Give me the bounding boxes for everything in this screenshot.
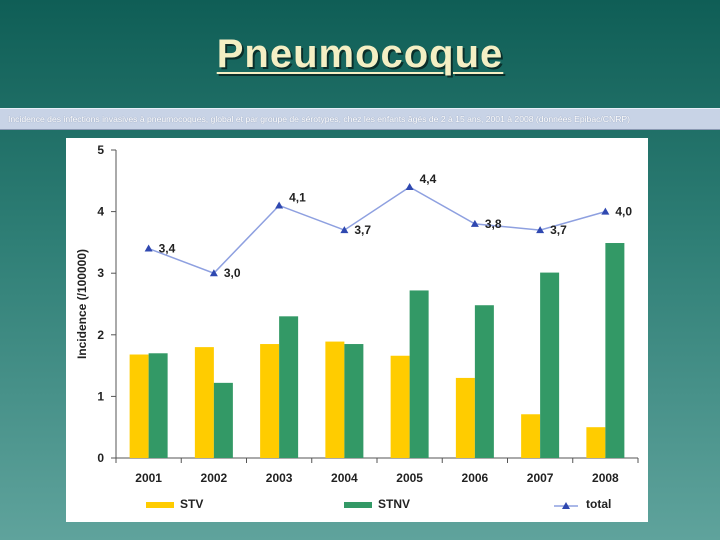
total-point-label: 3,7 xyxy=(550,223,567,237)
x-tick-label: 2008 xyxy=(592,471,619,485)
legend-label-stnv: STNV xyxy=(378,497,410,511)
total-series-line xyxy=(148,186,606,275)
incidence-chart: 0 1 2 3 4 5 2001 2002 2003 2004 2005 2006 2007 2008 In… xyxy=(75,143,639,511)
x-tick-label: 2002 xyxy=(201,471,228,485)
bar-stv xyxy=(325,341,345,458)
total-point-label: 3,7 xyxy=(354,223,371,237)
y-tick-label: 1 xyxy=(97,389,104,403)
bar-stnv xyxy=(474,305,494,458)
total-point-marker xyxy=(144,244,153,252)
chart-bars xyxy=(129,243,625,458)
legend-marker-total xyxy=(562,502,570,509)
bar-stv xyxy=(260,344,280,458)
total-point-marker xyxy=(209,269,218,277)
x-tick-label: 2003 xyxy=(266,471,293,485)
legend-swatch-stnv xyxy=(344,502,372,508)
chart-legend: STV STNV total xyxy=(146,497,611,511)
total-point-marker xyxy=(405,182,414,190)
total-point-marker xyxy=(470,219,479,227)
y-tick-label: 5 xyxy=(97,143,104,157)
y-tick-label: 2 xyxy=(97,328,104,342)
bar-stnv xyxy=(540,272,560,458)
bar-stv xyxy=(129,354,149,458)
y-axis-label: Incidence (/100000) xyxy=(75,249,89,359)
legend-label-stv: STV xyxy=(180,497,203,511)
bar-stnv xyxy=(344,344,364,458)
total-point-label: 3,4 xyxy=(159,242,176,256)
chart-subtitle: Incidence des infections invasives à pne… xyxy=(0,108,720,130)
x-tick-label: 2006 xyxy=(462,471,489,485)
bar-stv xyxy=(390,355,410,458)
x-tick-label: 2004 xyxy=(331,471,358,485)
total-point-label: 4,0 xyxy=(615,205,632,219)
total-point-label: 3,0 xyxy=(224,266,241,280)
total-point-marker xyxy=(340,226,349,234)
bar-stnv xyxy=(213,382,233,458)
bar-stnv xyxy=(148,353,168,458)
y-tick-label: 0 xyxy=(97,451,104,465)
chart-total-line: 3,4 3,0 4,1 3,7 4,4 3,8 3,7 4,0 xyxy=(144,172,632,280)
bar-stnv xyxy=(409,290,429,458)
y-tick-label: 4 xyxy=(97,205,104,219)
legend-label-total: total xyxy=(586,497,611,511)
bar-stv xyxy=(586,427,606,458)
bar-stv xyxy=(194,347,214,458)
total-point-marker xyxy=(275,201,284,209)
total-point-marker xyxy=(536,226,545,234)
total-point-label: 4,4 xyxy=(420,172,437,186)
bar-stv xyxy=(455,377,475,458)
bar-stnv xyxy=(279,316,299,458)
x-tick-label: 2005 xyxy=(396,471,423,485)
total-point-label: 3,8 xyxy=(485,217,502,231)
x-tick-label: 2001 xyxy=(135,471,162,485)
chart-panel: 0 1 2 3 4 5 2001 2002 2003 2004 2005 2006 2007 2008 In… xyxy=(66,138,648,522)
x-tick-label: 2007 xyxy=(527,471,554,485)
total-point-label: 4,1 xyxy=(289,190,306,204)
bar-stnv xyxy=(605,243,625,458)
legend-swatch-stv xyxy=(146,502,174,508)
page-title: Pneumocoque xyxy=(216,32,504,76)
chart-axes: 0 1 2 3 4 5 2001 2002 2003 2004 2005 2006 2007 2008 In… xyxy=(75,143,639,485)
total-point-marker xyxy=(601,207,610,215)
y-tick-label: 3 xyxy=(97,266,104,280)
bar-stv xyxy=(521,414,541,458)
